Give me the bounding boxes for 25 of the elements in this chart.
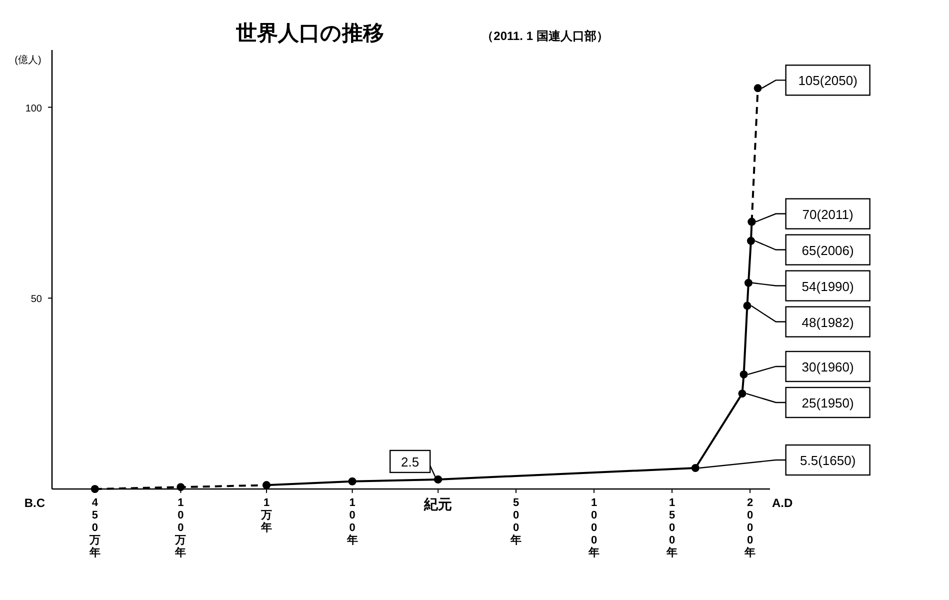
x-tick-label: 1万年 bbox=[260, 497, 272, 534]
y-tick-label: 50 bbox=[30, 294, 42, 306]
data-label: 105(2050) bbox=[798, 73, 858, 88]
data-label: 65(2006) bbox=[802, 242, 854, 258]
data-label: 5.5(1650) bbox=[800, 453, 856, 468]
data-label: 48(1982) bbox=[802, 314, 854, 330]
data-label: 2.5 bbox=[401, 454, 420, 470]
x-tick-label: 500年 bbox=[510, 497, 522, 546]
y-axis-title: (億人) bbox=[14, 54, 42, 66]
y-tick-label: 100 bbox=[25, 103, 42, 114]
data-label: 54(1990) bbox=[802, 278, 854, 294]
x-tick-label: 100万年 bbox=[174, 497, 186, 559]
x-tick-label: 450万年 bbox=[88, 497, 100, 559]
x-tick-label: 1500年 bbox=[666, 497, 678, 559]
text: B.C bbox=[24, 496, 46, 510]
text: A.D bbox=[772, 496, 793, 510]
data-label: 30(1960) bbox=[802, 359, 854, 374]
chart-subtitle: （2011. 1 国連人口部） bbox=[482, 29, 608, 43]
data-label: 25(1950) bbox=[802, 395, 854, 410]
x-tick-label: 100年 bbox=[346, 497, 358, 546]
x-tick-label: 2000年 bbox=[744, 497, 756, 559]
data-label: 70(2011) bbox=[802, 206, 854, 222]
x-tick-label: 紀元 bbox=[423, 496, 452, 512]
x-tick-label: 1000年 bbox=[588, 497, 600, 559]
chart-title: 世界人口の推移 bbox=[235, 22, 384, 45]
